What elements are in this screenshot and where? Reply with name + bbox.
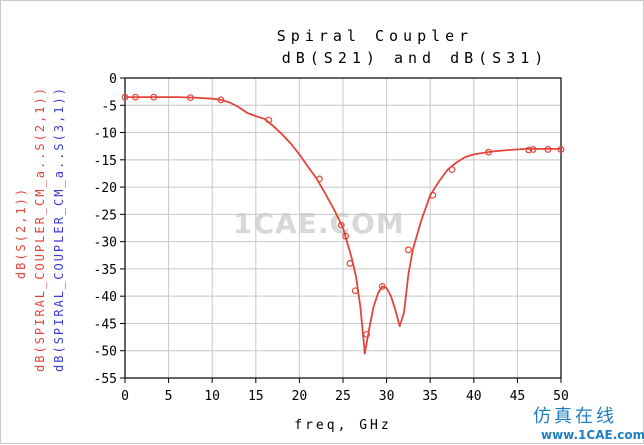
- y-tick-label: -50: [94, 345, 117, 360]
- data-point-marker: [342, 232, 350, 240]
- x-tick-label: 15: [248, 389, 264, 404]
- data-point-marker: [485, 148, 493, 156]
- x-tick-label: 40: [466, 389, 482, 404]
- x-tick-label: 30: [379, 389, 395, 404]
- x-tick-label: 10: [204, 389, 220, 404]
- data-point-marker: [529, 146, 537, 153]
- y-tick-label: 0: [109, 72, 117, 87]
- y-tick-label: -30: [94, 236, 117, 251]
- y-tick-label: -40: [94, 290, 117, 305]
- tick-labels: 0 5 10 15 20 25 30 35 40 45 50 0 -5 -10 -15 -20 -25 -30 -3…: [94, 72, 569, 404]
- y-tick-label: -20: [94, 181, 117, 196]
- data-point-marker: [150, 93, 158, 101]
- y-axis-label-s21: dB(SPIRAL_COUPLER_CM_a..S(2,1)): [33, 86, 47, 372]
- y-tick-label: -5: [101, 99, 117, 114]
- x-tick-label: 0: [121, 389, 129, 404]
- x-tick-label: 50: [553, 389, 569, 404]
- data-point-marker: [429, 191, 437, 199]
- data-point-marker: [337, 221, 345, 229]
- plot-area: [121, 93, 565, 355]
- x-tick-label: 20: [292, 389, 308, 404]
- data-point-marker: [557, 146, 565, 153]
- data-point-marker: [363, 330, 370, 338]
- data-point-marker: [405, 246, 412, 254]
- x-tick-label: 5: [165, 389, 173, 404]
- brand-name: 仿真在线: [533, 406, 617, 427]
- chart-title-line1: Spiral Coupler: [277, 27, 473, 45]
- data-point-marker: [186, 94, 194, 102]
- data-point-marker: [378, 282, 386, 290]
- data-point-marker: [448, 166, 456, 174]
- y-axis-label-s31: dB(SPIRAL_COUPLER_CM_a..S(3,1)): [52, 86, 66, 372]
- data-point-marker: [351, 287, 359, 295]
- y-tick-label: -15: [94, 154, 117, 169]
- data-point-marker: [544, 146, 552, 153]
- plot-border: [124, 77, 562, 379]
- data-point-marker: [217, 96, 225, 104]
- y-tick-label: -55: [94, 372, 117, 387]
- grid: [120, 77, 562, 383]
- x-axis-label: freq, GHz: [294, 418, 391, 433]
- chart-title-line2: dB(S21) and dB(S31): [282, 49, 549, 67]
- watermark: 1CAE.COM: [233, 207, 405, 240]
- y-axis-label-s21-short: dB(S(2,1)): [14, 187, 28, 279]
- data-point-marker: [316, 175, 323, 183]
- y-tick-label: -35: [94, 263, 117, 278]
- data-point-marker: [265, 116, 273, 124]
- x-tick-label: 25: [335, 389, 351, 404]
- brand-url: www.1CAE.com: [541, 428, 644, 442]
- data-point-marker: [525, 146, 533, 154]
- y-tick-label: -10: [94, 127, 117, 142]
- y-tick-label: -45: [94, 317, 117, 332]
- data-point-marker: [346, 260, 354, 267]
- x-tick-label: 35: [422, 389, 438, 404]
- data-point-marker: [121, 93, 129, 101]
- x-tick-label: 45: [510, 389, 526, 404]
- data-point-marker: [132, 93, 139, 101]
- y-tick-label: -25: [94, 208, 117, 223]
